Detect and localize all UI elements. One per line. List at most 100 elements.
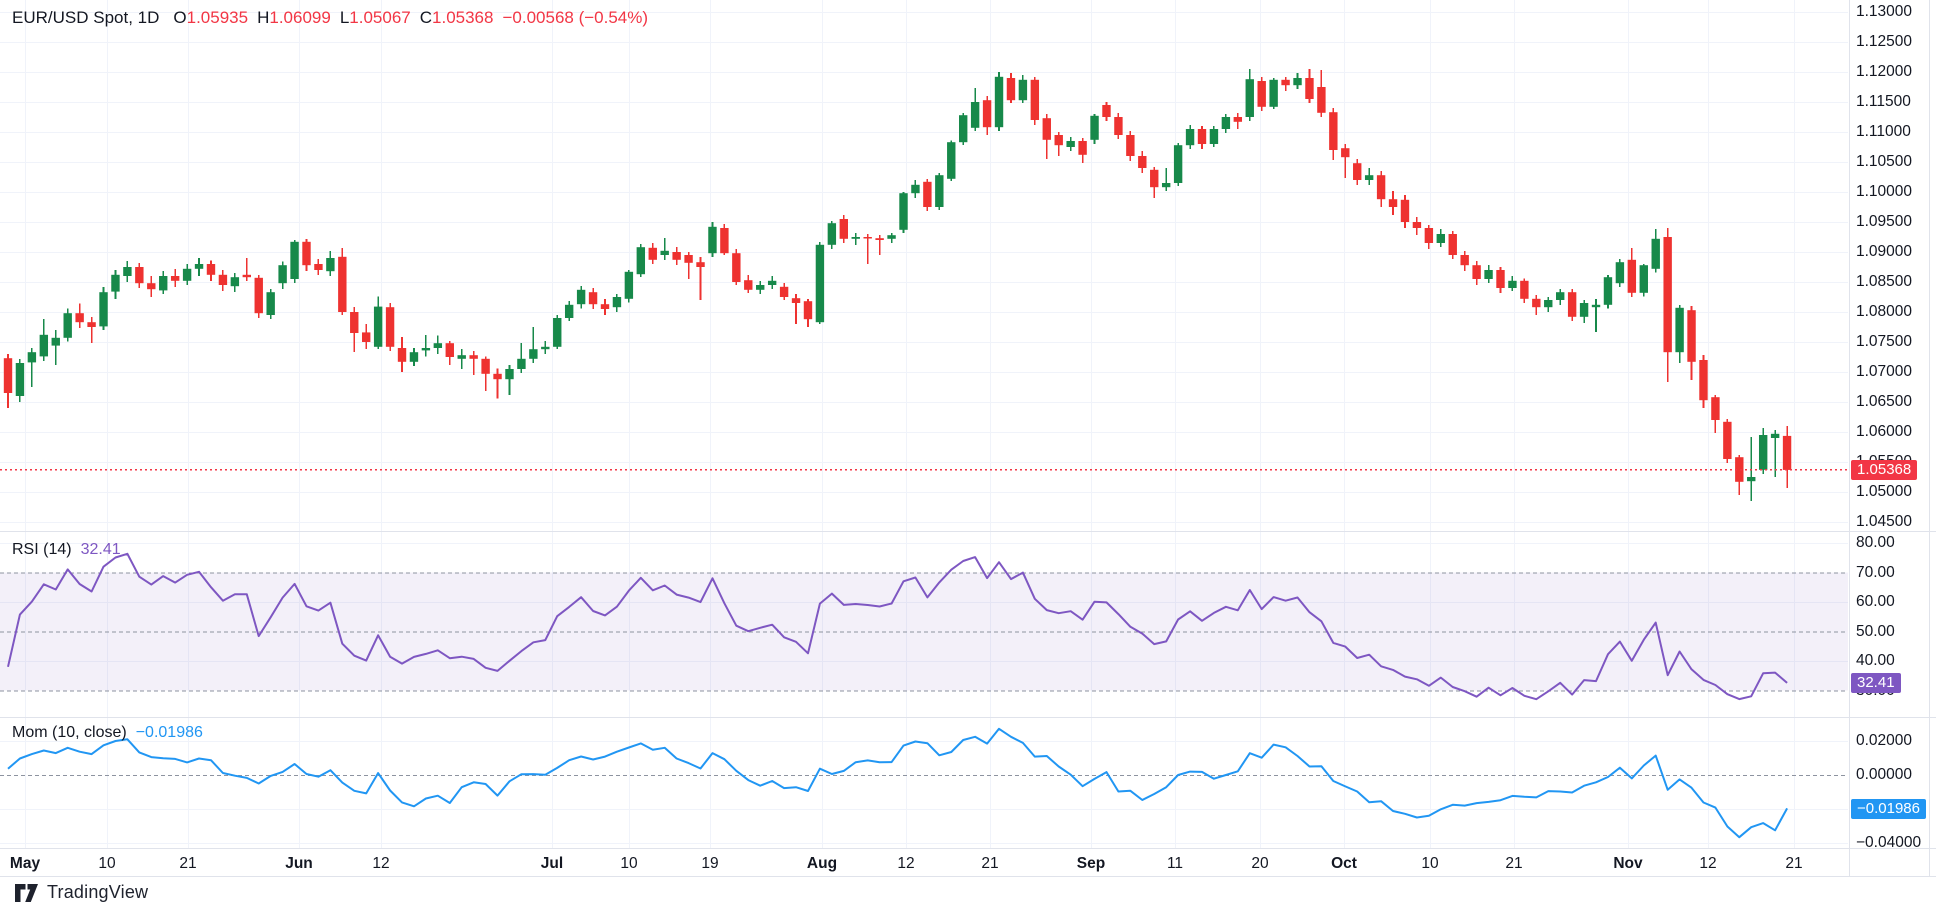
tradingview-logo-text: TradingView (47, 882, 149, 902)
candle (338, 247, 347, 315)
candle (1400, 195, 1410, 228)
tradingview-logo[interactable]: TradingView (14, 882, 148, 903)
symbol-legend: EUR/USD Spot, 1D O1.05935 H1.06099 L1.05… (12, 8, 648, 28)
candle (672, 247, 681, 266)
candle (803, 298, 813, 327)
candle-body (230, 277, 240, 287)
candle (170, 268, 180, 287)
candle (684, 252, 693, 279)
candle (39, 319, 49, 362)
candle-body (1627, 259, 1637, 293)
candle (1782, 426, 1792, 488)
candle (1269, 78, 1278, 110)
candle-body (541, 346, 550, 350)
candle (1448, 231, 1457, 260)
low-value: 1.05067 (349, 8, 411, 27)
ohlc-high: H1.06099 (257, 8, 331, 28)
candle-body (660, 250, 669, 255)
candle-body (612, 297, 622, 308)
candle (385, 303, 395, 351)
candle-body (1245, 79, 1254, 117)
candle (923, 178, 932, 212)
candle-body (576, 289, 586, 305)
candle (1388, 190, 1398, 215)
candle (529, 327, 538, 363)
candle-body (1341, 148, 1350, 158)
candle (1460, 250, 1469, 272)
candle (1675, 304, 1684, 363)
high-value: 1.06099 (269, 8, 331, 27)
candle (720, 223, 729, 255)
candle (911, 180, 920, 198)
open-key: O (173, 8, 187, 27)
candle-body (302, 241, 311, 266)
candle-body (732, 253, 741, 282)
candle-body (600, 304, 610, 309)
candle (278, 261, 287, 290)
rsi-legend: RSI (14) 32.41 (12, 541, 121, 559)
candle (696, 256, 705, 300)
candle-body (218, 274, 228, 285)
candle (636, 244, 646, 278)
candle (505, 364, 514, 395)
candle (1257, 76, 1266, 111)
candle-body (266, 292, 275, 315)
candle-body (564, 304, 574, 318)
candle (1520, 278, 1529, 303)
candle (839, 214, 848, 243)
candle (732, 249, 741, 285)
candle (1723, 418, 1732, 464)
grid-layer (0, 0, 1848, 848)
candle (445, 340, 454, 365)
momentum-line (7, 727, 1788, 839)
candle-body (1508, 280, 1517, 288)
candle-body (923, 181, 932, 207)
candle-body (1579, 303, 1589, 317)
candle (1006, 73, 1016, 104)
candle (230, 273, 240, 293)
candle-body (1639, 265, 1648, 293)
candle (1126, 130, 1135, 161)
candle-body (1138, 156, 1147, 168)
candle (1138, 151, 1147, 173)
ohlc-open: O1.05935 (173, 8, 248, 28)
candle-body (1412, 222, 1422, 228)
rsi-title[interactable]: RSI (14) (12, 541, 72, 558)
candle-body (1126, 135, 1135, 156)
candle-body (206, 264, 216, 275)
candle (1651, 229, 1660, 273)
candle-body (684, 255, 693, 263)
candle (350, 307, 359, 353)
candle-body (624, 271, 634, 299)
candle (194, 258, 204, 276)
candle (744, 274, 753, 293)
candle-body (517, 358, 526, 369)
symbol-title[interactable]: EUR/USD Spot, 1D (12, 8, 160, 27)
momentum-legend: Mom (10, close) −0.01986 (12, 724, 203, 742)
candle-body (1460, 255, 1469, 266)
candle-body (1161, 183, 1171, 188)
candle (887, 232, 896, 243)
candle-body (290, 241, 299, 279)
candle-body (1603, 277, 1613, 305)
candle-body (1114, 117, 1123, 135)
candle (1018, 75, 1028, 104)
candle-body (1376, 175, 1386, 200)
candle (242, 258, 251, 281)
candle (648, 243, 657, 264)
candle (1567, 289, 1577, 321)
candle-body (1233, 117, 1243, 122)
candle-body (194, 264, 204, 269)
candle (1376, 171, 1386, 207)
close-value: 1.05368 (432, 8, 494, 27)
candle (397, 337, 407, 372)
candle-body (1257, 81, 1266, 107)
candle (1496, 267, 1505, 293)
candle-body (63, 313, 72, 338)
candle (1161, 168, 1171, 191)
candle-body (87, 322, 96, 327)
candle-body (803, 301, 813, 320)
candle-body (350, 312, 359, 333)
momentum-title[interactable]: Mom (10, close) (12, 724, 127, 741)
